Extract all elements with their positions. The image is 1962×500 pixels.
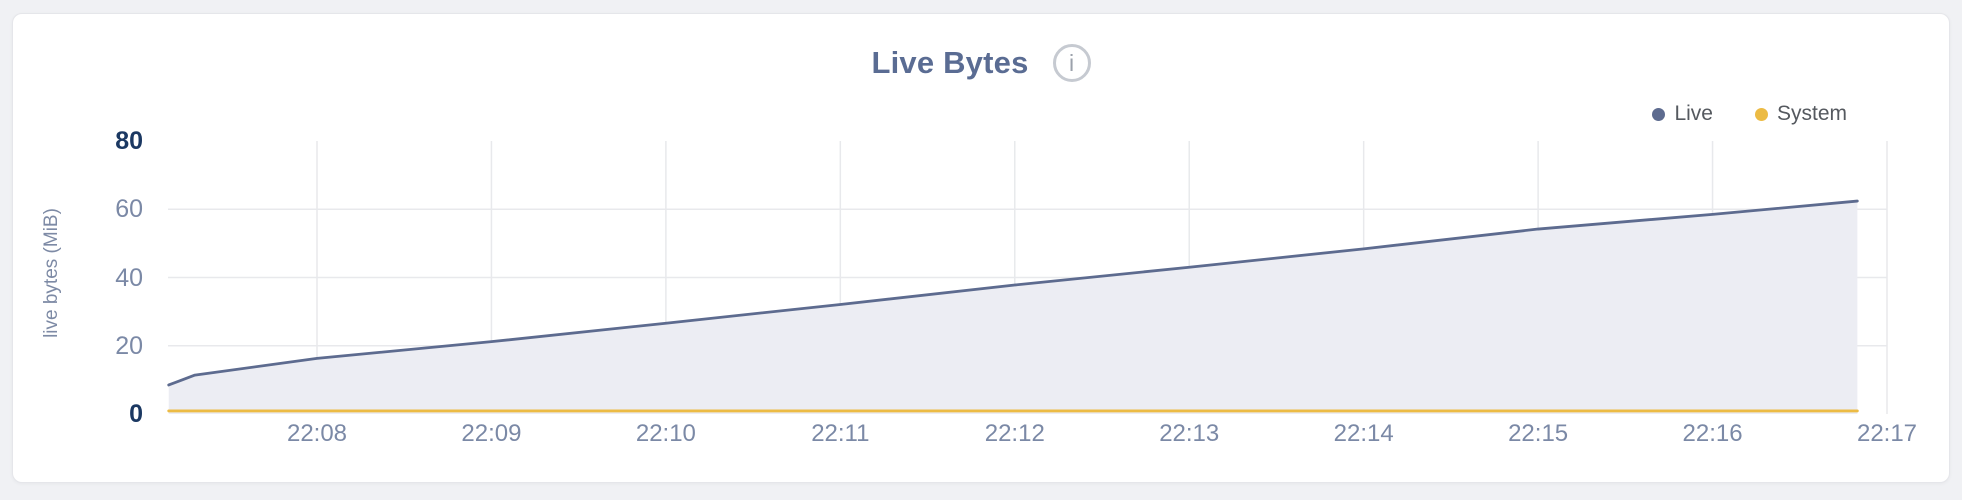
legend: Live System [1652, 100, 1847, 128]
live-series-area [168, 201, 1858, 414]
x-tick-label: 22:09 [461, 420, 522, 447]
live-series-dot-icon [1652, 107, 1666, 121]
x-tick-label: 22:15 [1508, 420, 1569, 447]
legend-label-system: System [1776, 102, 1847, 125]
chart-title: Live Bytes [871, 45, 1029, 80]
info-icon[interactable]: i [1052, 44, 1091, 82]
legend-item-live[interactable]: Live [1652, 102, 1713, 126]
x-tick-label: 22:12 [984, 420, 1045, 447]
system-series-dot-icon [1754, 107, 1768, 121]
legend-label-live: Live [1674, 102, 1713, 125]
x-tick-label: 22:14 [1333, 420, 1394, 447]
x-tick-label: 22:13 [1159, 420, 1220, 447]
y-tick-label: 80 [115, 127, 143, 155]
y-tick-label: 20 [115, 331, 143, 360]
x-tick-label: 22:08 [286, 420, 348, 447]
live-series-line [167, 199, 1859, 387]
x-tick-label: 22:16 [1682, 420, 1743, 447]
x-tick-label: 22:11 [811, 420, 870, 447]
y-tick-label: 40 [115, 263, 143, 292]
y-tick-label: 0 [129, 400, 143, 428]
y-tick-label: 60 [115, 195, 143, 224]
x-tick-label: 22:17 [1856, 420, 1918, 447]
legend-item-system[interactable]: System [1754, 102, 1847, 126]
x-tick-label: 22:10 [635, 420, 696, 447]
chart-header: Live Bytes i [12, 40, 1950, 86]
